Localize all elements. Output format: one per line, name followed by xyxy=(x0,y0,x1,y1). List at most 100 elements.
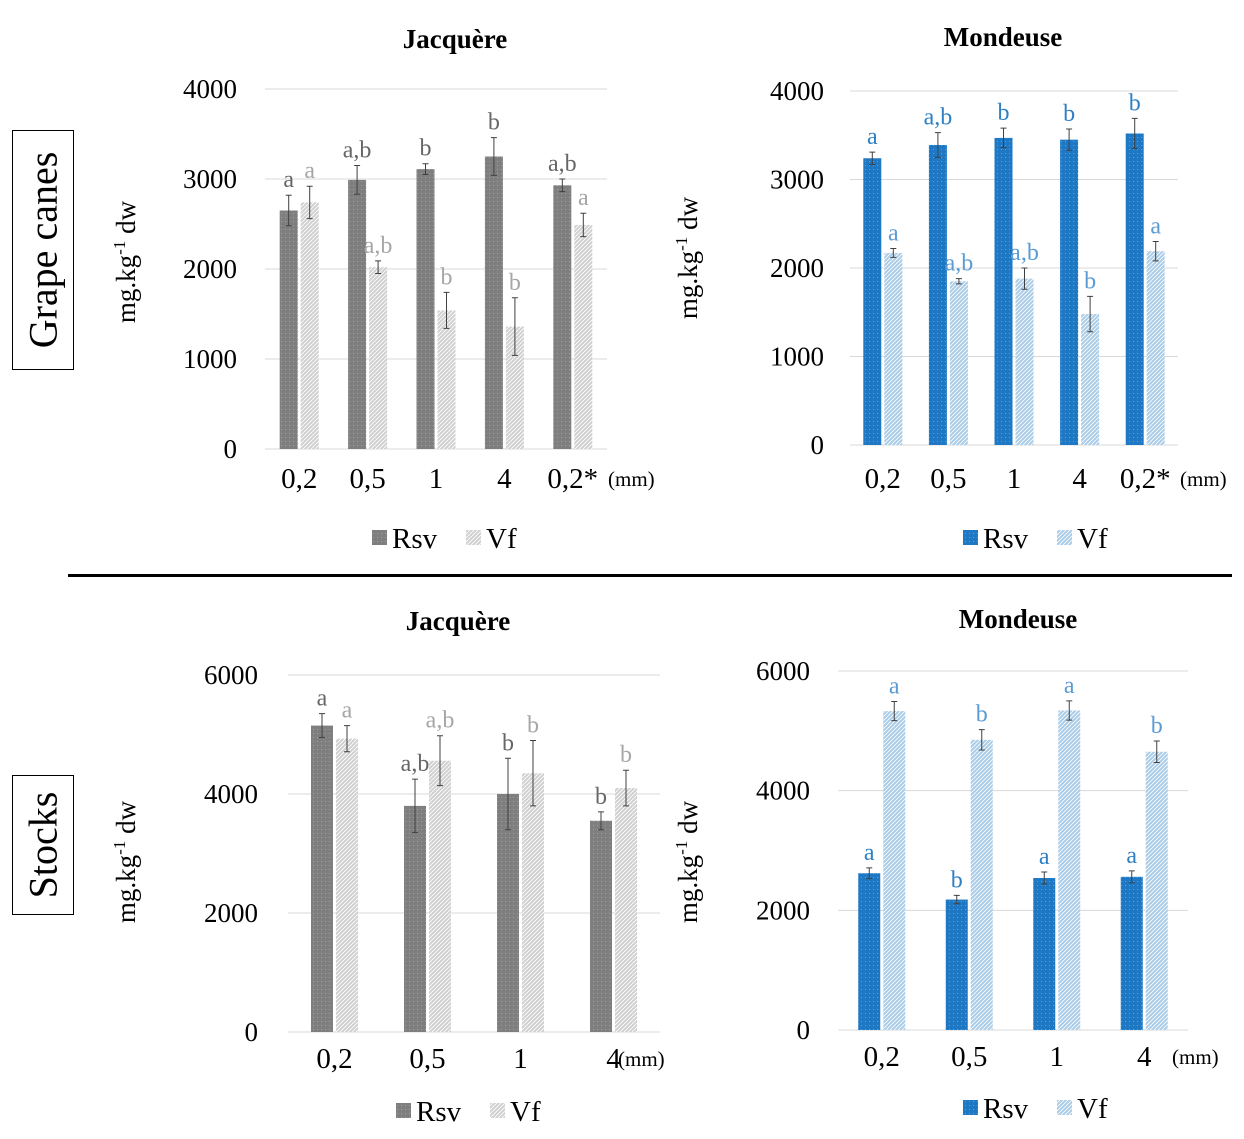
mond-stocks-unit-label: (mm) xyxy=(1172,1045,1219,1069)
jacq-stocks-bar-vf xyxy=(429,760,451,1032)
mond-canes-title: Mondeuse xyxy=(944,22,1063,52)
mond-canes-ytick-label: 4000 xyxy=(770,76,824,106)
mond-canes-bar-rsv xyxy=(1125,133,1144,446)
mond-canes-bar-rsv xyxy=(863,158,882,445)
jacq-stocks-error-bar xyxy=(530,739,536,807)
jacq-stocks-error-bar xyxy=(437,735,443,787)
jacq-stocks-legend-swatch xyxy=(396,1103,411,1118)
jacq-canes-title: Jacquère xyxy=(403,24,507,54)
mond-canes-ylabel: mg.kg-1 dw xyxy=(672,196,703,319)
jacq-stocks-category-label: 0,2 xyxy=(316,1043,352,1075)
jacq-stocks-bar-rsv xyxy=(311,725,333,1032)
jacq-stocks-category-label: 1 xyxy=(513,1043,528,1075)
jacq-canes-unit-label: (mm) xyxy=(608,467,655,491)
mond-stocks-bar-rsv xyxy=(1120,876,1143,1030)
mond-stocks-bar-vf xyxy=(970,739,993,1030)
mond-canes-significance-label: b xyxy=(1084,268,1096,294)
jacq-stocks-ytick-label: 0 xyxy=(245,1017,259,1047)
mond-stocks-error-bar xyxy=(1128,870,1135,884)
mond-stocks-ytick-label: 4000 xyxy=(756,776,810,806)
mond-canes-bar-vf xyxy=(949,281,968,445)
jacq-canes-bar-rsv xyxy=(553,185,572,450)
section-divider xyxy=(68,574,1232,577)
jacq-canes-significance-label: a xyxy=(578,185,589,211)
jacq-canes-category-label: 1 xyxy=(429,463,444,495)
jacq-canes-ytick-label: 0 xyxy=(224,434,238,464)
jacq-canes-error-bar xyxy=(422,163,429,175)
jacq-stocks-legend-label: Rsv xyxy=(416,1096,462,1128)
mond-canes-error-bar xyxy=(1066,128,1073,151)
mond-canes-error-bar xyxy=(1087,295,1094,333)
mond-canes-unit-label: (mm) xyxy=(1180,467,1227,491)
jacq-stocks-ytick-label: 4000 xyxy=(204,779,258,809)
mond-canes-error-bar xyxy=(1131,117,1138,150)
jacq-stocks-significance-label: a,b xyxy=(401,751,430,777)
mond-stocks-significance-label: a xyxy=(889,674,900,700)
mond-canes-significance-label: b xyxy=(998,100,1010,126)
jacq-canes-error-bar xyxy=(285,194,292,227)
jacq-stocks-bar-rsv xyxy=(404,805,426,1032)
mond-stocks-bar-vf xyxy=(1058,710,1081,1030)
mond-canes-ytick-label: 1000 xyxy=(770,342,824,372)
mond-stocks-error-bar xyxy=(978,729,985,751)
jacq-canes-significance-label: a xyxy=(283,167,294,193)
mond-stocks-significance-label: b xyxy=(976,702,988,728)
jacq-canes-error-bar xyxy=(490,137,497,176)
jacq-stocks-legend-swatch xyxy=(490,1103,505,1118)
mond-stocks-significance-label: b xyxy=(951,867,963,893)
jacq-stocks-bar-vf xyxy=(522,773,544,1032)
mond-canes-significance-label: b xyxy=(1129,90,1141,116)
mond-canes-category-label: 4 xyxy=(1072,463,1087,495)
mond-canes-ytick-label: 0 xyxy=(811,430,825,460)
jacq-canes-error-bar xyxy=(306,185,313,220)
jacq-stocks-bar-vf xyxy=(615,788,637,1032)
jacq-canes-significance-label: a,b xyxy=(343,138,372,164)
mond-canes-significance-label: a,b xyxy=(945,251,974,277)
mond-stocks-significance-label: a xyxy=(1064,673,1075,699)
jacq-canes-ytick-label: 4000 xyxy=(183,74,237,104)
jacq-stocks-error-bar xyxy=(505,757,511,831)
mond-stocks-category-label: 0,2 xyxy=(864,1041,900,1073)
jacq-stocks-significance-label: a xyxy=(342,698,353,724)
jacq-stocks-significance-label: b xyxy=(620,742,632,768)
mond-stocks-ytick-label: 6000 xyxy=(756,656,810,686)
jacq-canes-bar-vf xyxy=(574,224,593,449)
jacq-stocks-significance-label: b xyxy=(502,730,514,756)
mond-stocks-bar-vf xyxy=(1145,751,1168,1030)
jacq-stocks-ytick-label: 2000 xyxy=(204,898,258,928)
mond-canes-legend-label: Rsv xyxy=(983,523,1029,555)
mond-stocks-bar-rsv xyxy=(1033,878,1056,1030)
jacq-canes-error-bar xyxy=(559,178,566,193)
jacq-canes-bar-rsv xyxy=(484,156,503,449)
jacq-stocks-bar-rsv xyxy=(590,820,612,1032)
mond-canes-category-label: 1 xyxy=(1007,463,1022,495)
row-label-grape-canes: Grape canes xyxy=(12,130,74,370)
mond-canes-legend-label: Vf xyxy=(1077,523,1108,555)
row-label-stocks: Stocks xyxy=(12,775,74,915)
jacq-canes-category-label: 0,2 xyxy=(281,463,317,495)
jacq-canes-bar-rsv xyxy=(416,169,435,449)
jacq-stocks-error-bar xyxy=(412,778,418,834)
jacq-canes-error-bar xyxy=(354,165,361,195)
mond-stocks-error-bar xyxy=(1041,871,1048,885)
mond-stocks-category-label: 1 xyxy=(1050,1041,1065,1073)
jacq-stocks-category-label: 0,5 xyxy=(409,1043,445,1075)
mond-canes-error-bar xyxy=(1021,267,1028,290)
jacq-stocks-significance-label: a,b xyxy=(426,708,455,734)
jacq-canes-ytick-label: 1000 xyxy=(183,344,237,374)
mond-stocks-error-bar xyxy=(1153,740,1160,764)
jacq-canes-legend-swatch xyxy=(372,530,387,545)
mond-canes-ytick-label: 3000 xyxy=(770,165,824,195)
jacq-stocks-bar-rsv xyxy=(497,794,519,1032)
jacq-stocks-ylabel: mg.kg-1 dw xyxy=(110,800,141,923)
jacq-canes-bar-rsv xyxy=(348,179,367,449)
jacq-canes-error-bar xyxy=(580,212,587,238)
jacq-canes-significance-label: b xyxy=(488,110,500,136)
jacq-canes-error-bar xyxy=(511,297,518,356)
mond-stocks-significance-label: a xyxy=(1126,843,1137,869)
jacq-canes-legend-label: Vf xyxy=(486,523,517,555)
jacq-canes-legend-swatch xyxy=(466,530,481,545)
mond-stocks-legend-label: Rsv xyxy=(983,1093,1029,1125)
mond-canes-legend-swatch xyxy=(1057,530,1072,545)
